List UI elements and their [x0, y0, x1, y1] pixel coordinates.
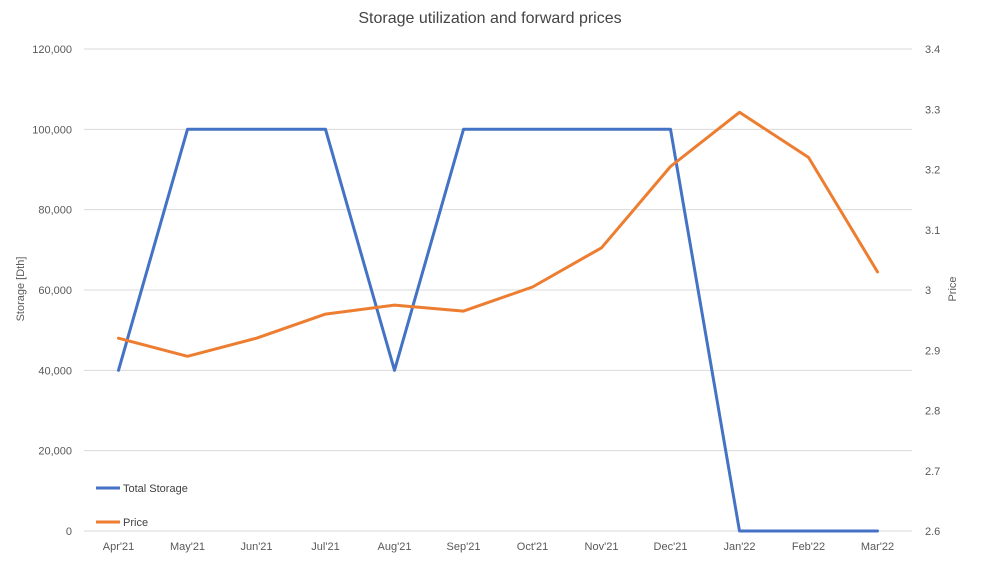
x-tick-label: Dec'21: [654, 541, 688, 553]
left-tick-label: 120,000: [32, 44, 72, 56]
left-tick-label: 100,000: [32, 124, 72, 136]
right-tick-label: 3: [925, 285, 931, 297]
series-layer: [117, 110, 879, 533]
chart-title: Storage utilization and forward prices: [358, 10, 621, 27]
x-tick-label: Jul'21: [311, 541, 339, 553]
x-tick-label: Nov'21: [585, 541, 619, 553]
x-tick-label: Feb'22: [792, 541, 825, 553]
legend-label-total-storage: Total Storage: [123, 483, 188, 495]
x-tick-label: Jun'21: [240, 541, 272, 553]
legend-label-price: Price: [123, 517, 148, 529]
x-tick-label: Aug'21: [378, 541, 412, 553]
x-tick-label: Apr'21: [103, 541, 134, 553]
right-tick-label: 2.9: [925, 345, 940, 357]
gridlines: [84, 48, 912, 532]
right-tick-label: 3.3: [925, 104, 940, 116]
x-tick-label: Oct'21: [517, 541, 548, 553]
right-tick-label: 3.2: [925, 165, 940, 177]
left-tick-label: 60,000: [38, 285, 72, 297]
right-axis-ticks: 2.6 2.7 2.8 2.9 3 3.1 3.2 3.3 3.4: [925, 44, 940, 538]
series-line-total-storage: [117, 127, 879, 533]
left-tick-label: 80,000: [38, 205, 72, 217]
legend: Total Storage Price: [96, 483, 188, 529]
left-axis-title: Storage [Dth]: [15, 257, 27, 322]
left-axis-ticks: 0 20,000 40,000 60,000 80,000 100,000 120,000: [32, 44, 72, 538]
x-tick-label: Mar'22: [861, 541, 894, 553]
left-tick-label: 20,000: [38, 446, 72, 458]
right-tick-label: 2.8: [925, 406, 940, 418]
right-axis-title: Price: [947, 276, 959, 301]
x-axis-ticks: Apr'21 May'21 Jun'21 Jul'21 Aug'21 Sep'21 Oct'…: [103, 541, 894, 553]
x-tick-label: Jan'22: [723, 541, 755, 553]
right-tick-label: 2.7: [925, 466, 940, 478]
right-tick-label: 3.4: [925, 44, 940, 56]
left-tick-label: 40,000: [38, 365, 72, 377]
x-tick-label: May'21: [170, 541, 205, 553]
right-tick-label: 3.1: [925, 225, 940, 237]
series-line-price: [117, 110, 879, 358]
left-tick-label: 0: [66, 526, 72, 538]
right-tick-label: 2.6: [925, 526, 940, 538]
x-tick-label: Sep'21: [447, 541, 481, 553]
